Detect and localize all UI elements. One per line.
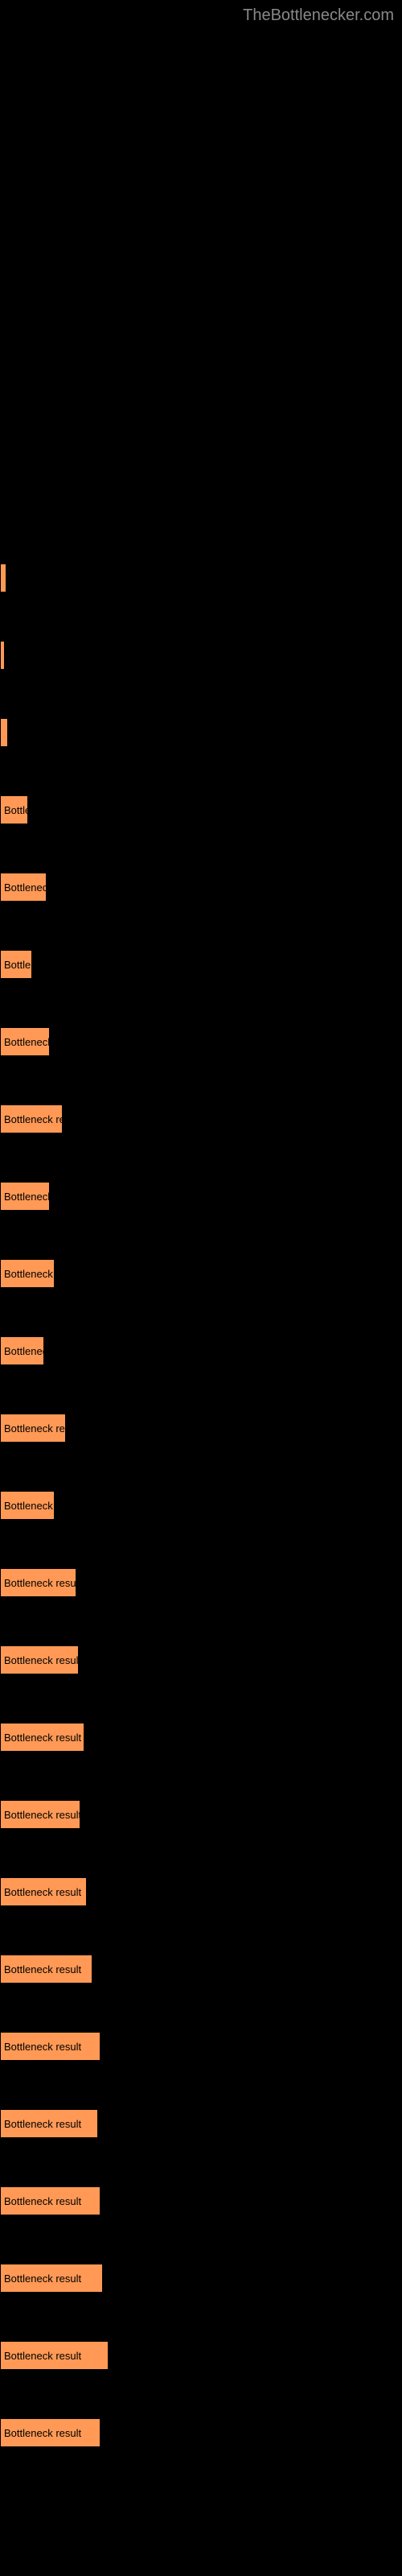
- bar-row: Bottleneck result: [0, 2109, 402, 2138]
- chart-bar: Bottleneck r: [0, 1027, 50, 1056]
- bar-row: [0, 564, 402, 592]
- chart-bar: Bottleneck result: [0, 1800, 80, 1829]
- bar-row: Bottle: [0, 795, 402, 824]
- chart-bar: Bottleneck result: [0, 2264, 103, 2293]
- bar-row: Bottleneck result: [0, 1645, 402, 1674]
- chart-bar: Bottleneck result: [0, 2109, 98, 2138]
- bar-row: Bottleneck: [0, 1336, 402, 1365]
- bar-row: Bottleneck result: [0, 1877, 402, 1906]
- bar-row: Bottleneck result: [0, 2264, 402, 2293]
- bar-row: Bottleneck result: [0, 1955, 402, 1984]
- bar-row: Bottleneck resul: [0, 1414, 402, 1443]
- watermark-text: TheBottlenecker.com: [243, 6, 394, 25]
- bar-row: [0, 718, 402, 747]
- chart-bar: [0, 564, 6, 592]
- bar-row: Bottlen: [0, 950, 402, 979]
- bar-row: Bottleneck result: [0, 1568, 402, 1597]
- chart-bar: [0, 718, 8, 747]
- chart-bar: Bottlen: [0, 950, 32, 979]
- bar-row: Bottleneck re: [0, 1259, 402, 1288]
- chart-bar: Bottleneck result: [0, 2186, 100, 2215]
- bar-row: Bottleneck resu: [0, 1104, 402, 1133]
- bar-row: Bottleneck result: [0, 1723, 402, 1752]
- chart-bar: Bottleneck re: [0, 1491, 55, 1520]
- chart-bar: Bottleneck result: [0, 1645, 79, 1674]
- chart-bar: Bottleneck: [0, 1336, 44, 1365]
- bar-row: [0, 641, 402, 670]
- chart-bar: Bottleneck result: [0, 1723, 84, 1752]
- bar-row: Bottleneck r: [0, 1182, 402, 1211]
- chart-bar: Bottleneck resu: [0, 1104, 63, 1133]
- bar-chart: Bottle Bottleneck Bottlen Bottleneck r Bottl…: [0, 0, 402, 2447]
- chart-bar: Bottleneck result: [0, 2418, 100, 2447]
- bar-row: Bottleneck result: [0, 2341, 402, 2370]
- chart-bar: [0, 641, 5, 670]
- chart-bar: Bottleneck result: [0, 2032, 100, 2061]
- chart-bar: Bottleneck: [0, 873, 47, 902]
- bar-row: Bottleneck result: [0, 2032, 402, 2061]
- bar-row: Bottleneck: [0, 873, 402, 902]
- chart-bar: Bottleneck re: [0, 1259, 55, 1288]
- chart-bar: Bottleneck resul: [0, 1414, 66, 1443]
- bar-row: Bottleneck result: [0, 2186, 402, 2215]
- bar-row: Bottleneck result: [0, 1800, 402, 1829]
- chart-bar: Bottleneck result: [0, 2341, 109, 2370]
- chart-bar: Bottleneck result: [0, 1877, 87, 1906]
- chart-bar: Bottle: [0, 795, 28, 824]
- chart-bar: Bottleneck r: [0, 1182, 50, 1211]
- bar-row: Bottleneck result: [0, 2418, 402, 2447]
- bar-row: Bottleneck r: [0, 1027, 402, 1056]
- chart-bar: Bottleneck result: [0, 1955, 92, 1984]
- bar-row: Bottleneck re: [0, 1491, 402, 1520]
- chart-bar: Bottleneck result: [0, 1568, 76, 1597]
